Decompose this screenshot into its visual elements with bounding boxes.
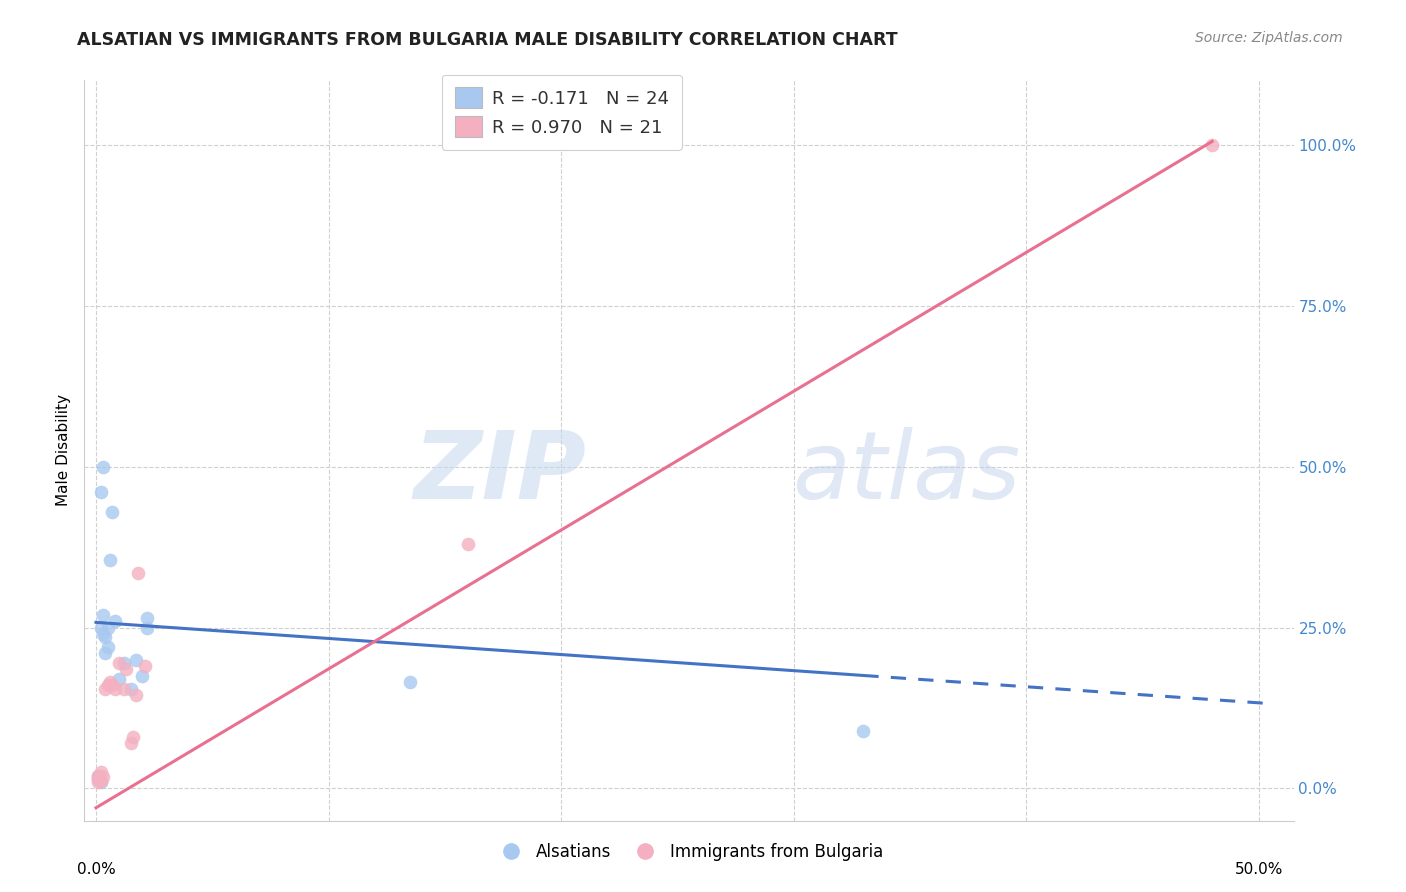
Point — [87, 772, 110, 786]
Point — [1201, 137, 1223, 152]
Point — [399, 675, 422, 690]
Point — [104, 681, 127, 696]
Point — [87, 768, 110, 782]
Point — [115, 662, 138, 676]
Point — [101, 505, 124, 519]
Point — [91, 627, 114, 641]
Point — [122, 730, 145, 744]
Point — [852, 723, 875, 738]
Point — [134, 659, 156, 673]
Point — [87, 768, 110, 782]
Point — [131, 669, 153, 683]
Point — [136, 620, 159, 634]
Point — [90, 773, 112, 788]
Legend: Alsatians, Immigrants from Bulgaria: Alsatians, Immigrants from Bulgaria — [488, 837, 890, 868]
Point — [91, 770, 114, 784]
Point — [97, 678, 120, 692]
Point — [94, 646, 117, 660]
Point — [91, 459, 114, 474]
Text: Source: ZipAtlas.com: Source: ZipAtlas.com — [1195, 31, 1343, 45]
Point — [124, 688, 146, 702]
Point — [124, 653, 146, 667]
Y-axis label: Male Disability: Male Disability — [56, 394, 72, 507]
Point — [112, 681, 135, 696]
Point — [87, 775, 110, 789]
Point — [108, 672, 131, 686]
Point — [112, 656, 135, 670]
Point — [101, 678, 124, 692]
Point — [94, 630, 117, 644]
Point — [97, 640, 120, 654]
Point — [90, 775, 112, 789]
Point — [120, 736, 142, 750]
Point — [127, 566, 149, 580]
Point — [98, 553, 121, 567]
Point — [94, 681, 117, 696]
Point — [457, 537, 479, 551]
Text: ALSATIAN VS IMMIGRANTS FROM BULGARIA MALE DISABILITY CORRELATION CHART: ALSATIAN VS IMMIGRANTS FROM BULGARIA MAL… — [77, 31, 898, 49]
Point — [90, 485, 112, 500]
Text: atlas: atlas — [792, 427, 1019, 518]
Point — [104, 614, 127, 628]
Point — [90, 620, 112, 634]
Point — [87, 772, 110, 786]
Point — [91, 607, 114, 622]
Point — [108, 656, 131, 670]
Point — [98, 675, 121, 690]
Text: ZIP: ZIP — [413, 426, 586, 518]
Point — [90, 765, 112, 780]
Text: 50.0%: 50.0% — [1234, 863, 1282, 878]
Point — [120, 681, 142, 696]
Point — [136, 611, 159, 625]
Text: 0.0%: 0.0% — [76, 863, 115, 878]
Point — [97, 620, 120, 634]
